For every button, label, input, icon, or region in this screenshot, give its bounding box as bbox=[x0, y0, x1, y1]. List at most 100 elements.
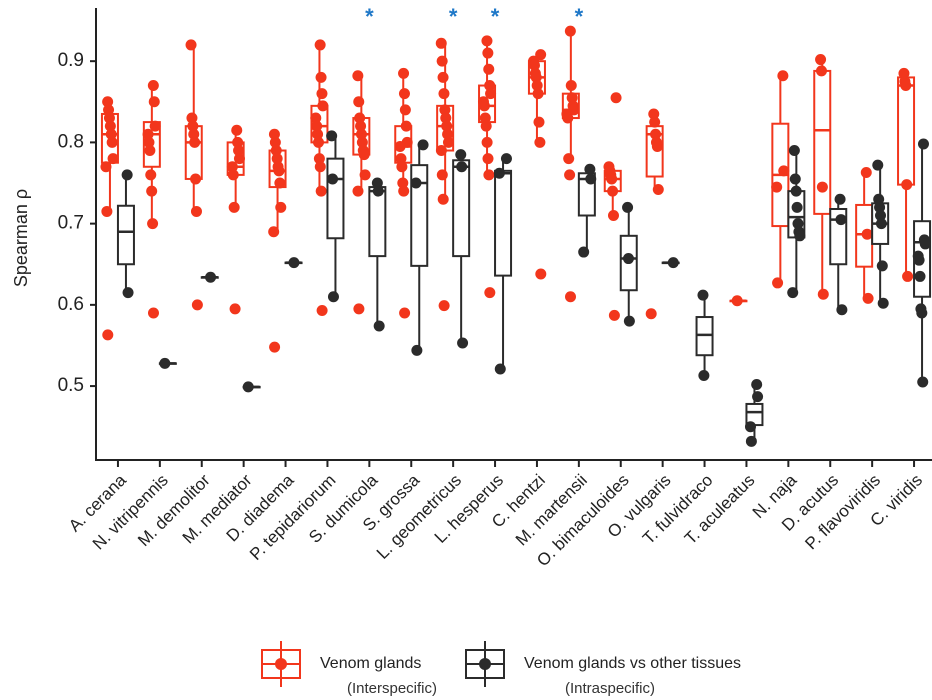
point bbox=[479, 112, 491, 124]
point bbox=[398, 185, 410, 197]
point bbox=[232, 136, 244, 148]
point bbox=[862, 292, 874, 304]
point bbox=[438, 88, 450, 100]
point bbox=[876, 260, 888, 272]
point bbox=[564, 25, 576, 37]
point bbox=[312, 128, 324, 140]
point bbox=[396, 161, 408, 173]
point bbox=[122, 287, 134, 299]
point bbox=[269, 136, 281, 148]
significance-mark: * bbox=[449, 4, 458, 29]
point bbox=[359, 169, 371, 181]
point bbox=[417, 139, 429, 151]
point bbox=[482, 153, 494, 165]
point bbox=[288, 257, 300, 269]
point bbox=[484, 80, 496, 92]
point bbox=[913, 254, 925, 266]
point bbox=[457, 337, 469, 349]
point bbox=[147, 80, 159, 92]
point bbox=[788, 145, 800, 157]
point bbox=[815, 54, 827, 66]
point bbox=[373, 320, 385, 332]
point bbox=[481, 136, 493, 148]
point bbox=[399, 307, 411, 319]
point bbox=[792, 218, 804, 230]
point bbox=[143, 136, 155, 148]
point bbox=[395, 153, 407, 165]
point bbox=[354, 112, 366, 124]
point bbox=[315, 185, 327, 197]
box bbox=[410, 164, 429, 267]
point bbox=[227, 169, 239, 181]
point bbox=[312, 136, 324, 148]
point bbox=[438, 300, 450, 312]
point bbox=[442, 136, 454, 148]
point bbox=[608, 309, 620, 321]
point bbox=[326, 130, 338, 142]
point bbox=[585, 173, 597, 185]
point bbox=[873, 193, 885, 205]
point bbox=[901, 179, 913, 191]
point bbox=[815, 65, 827, 77]
point bbox=[435, 37, 447, 49]
point bbox=[772, 277, 784, 289]
point bbox=[565, 80, 577, 92]
point bbox=[317, 100, 329, 112]
point bbox=[648, 108, 660, 120]
point bbox=[191, 299, 203, 311]
point bbox=[745, 435, 757, 447]
point bbox=[789, 173, 801, 185]
point bbox=[875, 218, 887, 230]
point bbox=[645, 308, 657, 320]
point bbox=[398, 67, 410, 79]
point bbox=[872, 159, 884, 171]
point bbox=[355, 120, 367, 132]
point bbox=[188, 128, 200, 140]
point bbox=[268, 128, 280, 140]
point bbox=[778, 165, 790, 177]
point bbox=[836, 304, 848, 316]
point bbox=[565, 291, 577, 303]
point bbox=[483, 63, 495, 75]
point bbox=[578, 246, 590, 258]
significance-mark: * bbox=[575, 4, 584, 29]
point bbox=[440, 112, 452, 124]
point bbox=[121, 169, 133, 181]
point bbox=[493, 167, 505, 179]
point bbox=[371, 177, 383, 189]
y-tick-label: 0.9 bbox=[58, 50, 84, 71]
point bbox=[400, 120, 412, 132]
point bbox=[313, 153, 325, 165]
point bbox=[269, 341, 281, 353]
point bbox=[233, 153, 245, 165]
point bbox=[794, 230, 806, 242]
point bbox=[327, 173, 339, 185]
point bbox=[480, 120, 492, 132]
point bbox=[482, 47, 494, 59]
point bbox=[311, 120, 323, 132]
point bbox=[102, 96, 114, 108]
point bbox=[528, 59, 540, 71]
box bbox=[452, 159, 471, 258]
point bbox=[485, 88, 497, 100]
point bbox=[185, 39, 197, 51]
point bbox=[271, 153, 283, 165]
point bbox=[771, 181, 783, 193]
significance-mark: * bbox=[491, 4, 500, 29]
point bbox=[484, 287, 496, 299]
point bbox=[481, 35, 493, 47]
point bbox=[397, 177, 409, 189]
point bbox=[229, 303, 241, 315]
point bbox=[436, 169, 448, 181]
point bbox=[874, 201, 886, 213]
point bbox=[226, 161, 238, 173]
point bbox=[399, 104, 411, 116]
point bbox=[233, 145, 245, 157]
point bbox=[787, 287, 799, 299]
point bbox=[530, 71, 542, 83]
point bbox=[500, 153, 512, 165]
point bbox=[877, 297, 889, 309]
point bbox=[274, 177, 286, 189]
point bbox=[535, 49, 547, 61]
point bbox=[902, 270, 914, 282]
